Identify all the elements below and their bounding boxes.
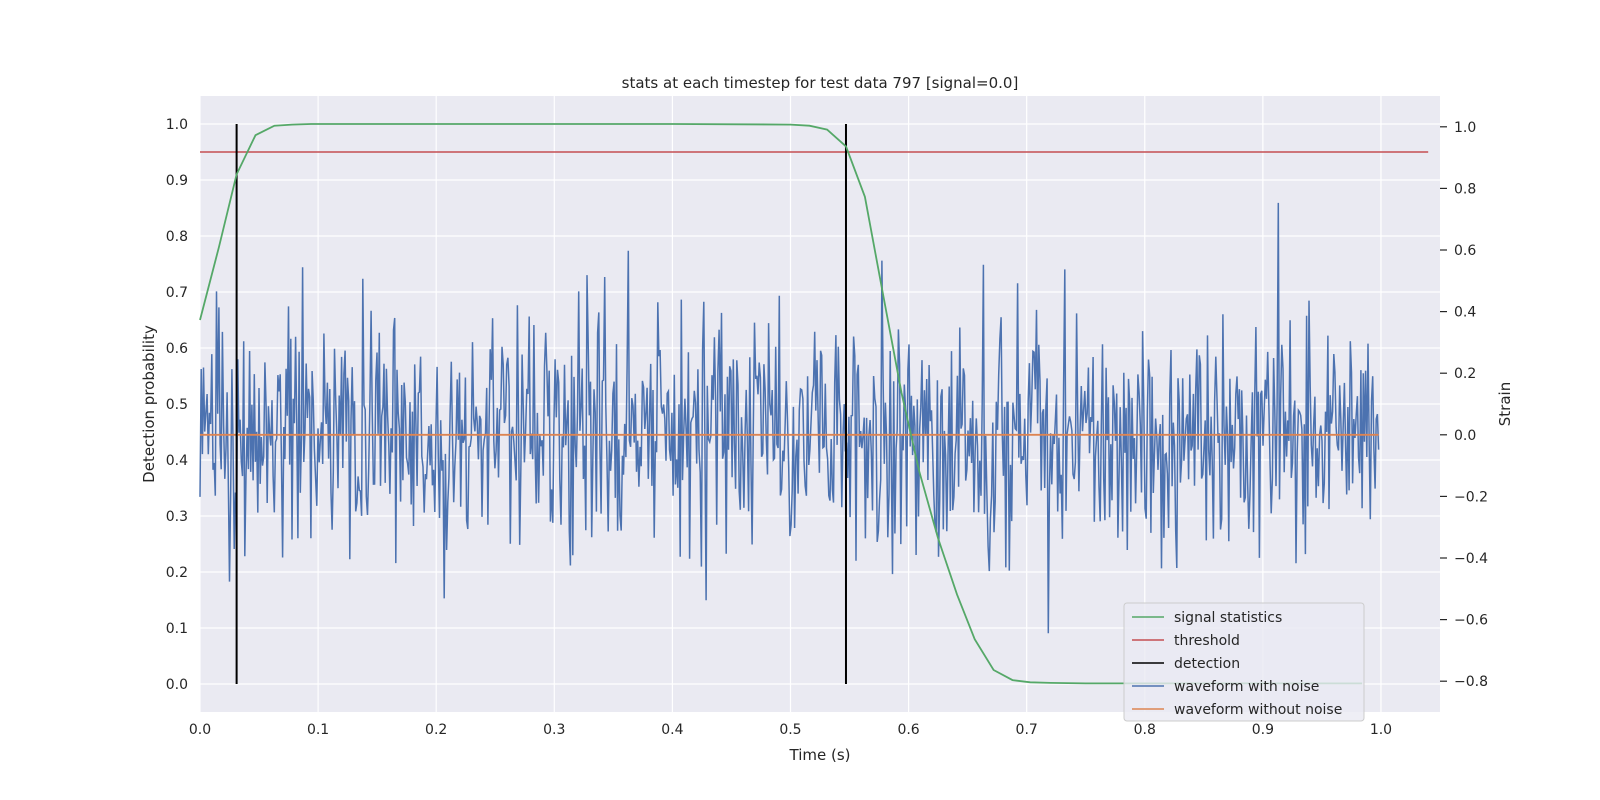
y-left-axis-ticks: 0.0 0.1 0.2 0.3 0.4 0.5 0.6 0.7 0.8 0.9 1.0 (166, 117, 188, 693)
y-left-tick-label: 0.8 (166, 229, 188, 245)
y-right-tick-label: 0.4 (1454, 305, 1476, 321)
y-left-tick-label: 0.4 (166, 453, 188, 469)
y-right-tick-label: 0.6 (1454, 243, 1476, 259)
y-right-tick-label: 1.0 (1454, 120, 1476, 136)
signal-statistics-line (199, 123, 1363, 685)
y-left-tick-label: 0.3 (166, 509, 188, 525)
y-right-axis-label: Strain (1496, 382, 1514, 426)
legend-label-threshold: threshold (1174, 633, 1240, 649)
x-tick-label: 0.1 (307, 722, 329, 738)
chart-title: stats at each timestep for test data 797… (622, 74, 1019, 92)
y-left-tick-label: 0.7 (166, 285, 188, 301)
x-tick-label: 1.0 (1370, 722, 1392, 738)
x-tick-label: 0.5 (779, 722, 801, 738)
y-right-axis-ticks: −0.8 −0.6 −0.4 −0.2 0.0 0.2 0.4 0.6 0.8 1.0 (1440, 120, 1488, 690)
x-tick-label: 0.7 (1016, 722, 1038, 738)
x-tick-label: 0.3 (543, 722, 565, 738)
x-tick-label: 0.6 (897, 722, 919, 738)
y-left-tick-label: 0.1 (166, 621, 188, 637)
y-right-tick-label: 0.0 (1454, 428, 1476, 444)
y-left-tick-label: 0.6 (166, 341, 188, 357)
y-right-tick-label: −0.8 (1454, 674, 1488, 690)
legend-label-detection: detection (1174, 656, 1240, 672)
x-tick-label: 0.2 (425, 722, 447, 738)
x-tick-label: 0.4 (661, 722, 683, 738)
legend: signal statistics threshold detection wa… (1123, 602, 1365, 722)
grid (199, 96, 1440, 712)
x-tick-label: 0.8 (1134, 722, 1156, 738)
waveform-with-noise-line (199, 202, 1380, 634)
x-tick-label: 0.9 (1252, 722, 1274, 738)
y-right-tick-label: 0.2 (1454, 366, 1476, 382)
y-left-tick-label: 0.5 (166, 397, 188, 413)
y-left-tick-label: 0.0 (166, 677, 188, 693)
legend-box (1123, 602, 1365, 722)
y-left-tick-label: 0.2 (166, 565, 188, 581)
waveform-with-noise-series (199, 202, 1380, 634)
y-right-tick-label: −0.2 (1454, 489, 1488, 505)
x-axis-label: Time (s) (789, 746, 851, 764)
y-right-tick-label: 0.8 (1454, 181, 1476, 197)
legend-label-signal-statistics: signal statistics (1174, 610, 1282, 626)
y-right-tick-label: −0.6 (1454, 613, 1488, 629)
legend-label-waveform-with-noise: waveform with noise (1174, 679, 1319, 695)
detection-series (235, 124, 847, 684)
x-axis-ticks: 0.0 0.1 0.2 0.3 0.4 0.5 0.6 0.7 0.8 0.9 1.0 (189, 722, 1392, 738)
y-left-tick-label: 1.0 (166, 117, 188, 133)
y-left-axis-label: Detection probability (140, 325, 158, 483)
x-tick-label: 0.0 (189, 722, 211, 738)
legend-label-waveform-without-noise: waveform without noise (1174, 702, 1342, 718)
y-right-tick-label: −0.4 (1454, 551, 1488, 567)
y-left-tick-label: 0.9 (166, 173, 188, 189)
signal-statistics-series (199, 123, 1363, 685)
